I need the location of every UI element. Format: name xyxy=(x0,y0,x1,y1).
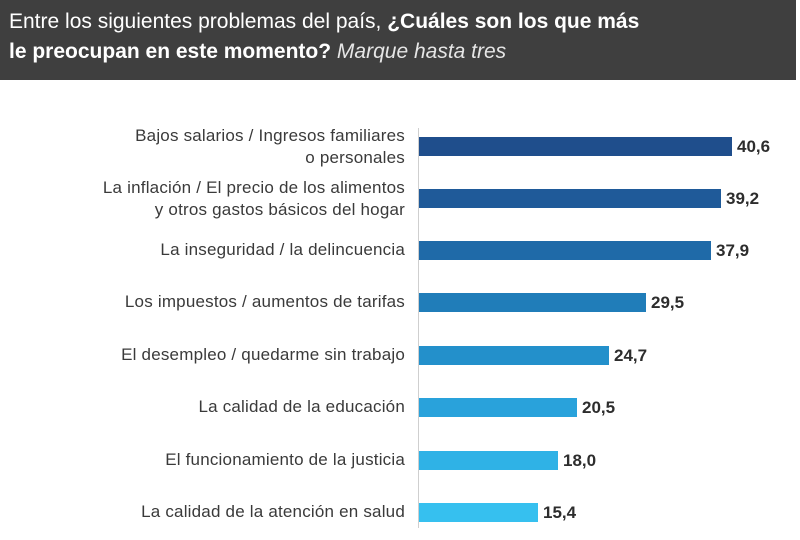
value-label: 37,9 xyxy=(716,240,750,260)
category-label: La inseguridad / la delincuencia xyxy=(25,239,405,261)
category-label-line: Bajos salarios / Ingresos familiares xyxy=(135,126,405,145)
category-label: El desempleo / quedarme sin trabajo xyxy=(25,344,405,366)
bar xyxy=(419,450,558,470)
header-question-bold-2: le preocupan en este momento? xyxy=(9,40,332,63)
header-question-bold: ¿Cuáles son los que más xyxy=(387,10,640,33)
header-question-intro: Entre los siguientes problemas del país, xyxy=(9,10,388,33)
category-label-line: La inseguridad / la delincuencia xyxy=(160,240,405,259)
category-label: La inflación / El precio de los alimento… xyxy=(25,177,405,221)
value-label: 18,0 xyxy=(563,450,597,470)
category-label-line: y otros gastos básicos del hogar xyxy=(154,200,405,219)
category-label: El funcionamiento de la justicia xyxy=(25,449,405,471)
category-label-line: La inflación / El precio de los alimento… xyxy=(102,178,405,197)
category-label-line: La calidad de la atención en salud xyxy=(141,502,405,521)
chart-header: Entre los siguientes problemas del país,… xyxy=(0,0,796,80)
value-label: 20,5 xyxy=(582,397,616,417)
header-line-1: Entre los siguientes problemas del país,… xyxy=(9,7,796,37)
category-label: Los impuestos / aumentos de tarifas xyxy=(25,291,405,313)
category-label-line: El desempleo / quedarme sin trabajo xyxy=(121,345,405,364)
chart-axis-line xyxy=(418,128,419,528)
value-label: 39,2 xyxy=(726,188,760,208)
category-label: Bajos salarios / Ingresos familiares o pe… xyxy=(25,125,405,169)
bar xyxy=(419,292,646,312)
value-label: 15,4 xyxy=(543,502,577,522)
header-instruction: Marque hasta tres xyxy=(336,40,507,63)
category-label: La calidad de la educación xyxy=(25,396,405,418)
header-line-2: le preocupan en este momento? Marque has… xyxy=(9,37,796,67)
bar xyxy=(419,502,538,522)
category-label-line: o personales xyxy=(305,148,405,167)
bar xyxy=(419,188,721,208)
value-label: 29,5 xyxy=(651,292,685,312)
value-label: 40,6 xyxy=(737,136,771,156)
category-label-line: La calidad de la educación xyxy=(198,397,405,416)
bar xyxy=(419,240,711,260)
category-label: La calidad de la atención en salud xyxy=(25,501,405,523)
bar xyxy=(419,345,609,365)
category-label-line: El funcionamiento de la justicia xyxy=(165,450,405,469)
value-label: 24,7 xyxy=(614,345,648,365)
bar xyxy=(419,397,577,417)
bar xyxy=(419,136,732,156)
category-label-line: Los impuestos / aumentos de tarifas xyxy=(124,292,405,311)
